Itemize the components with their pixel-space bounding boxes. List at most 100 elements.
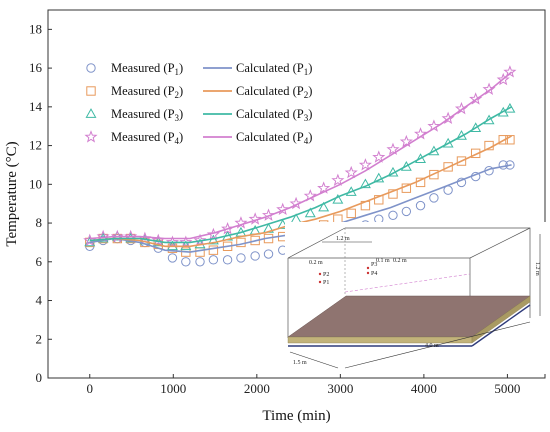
measured-point-p3 (504, 102, 516, 113)
legend-label-calculated-p1: Calculated (P1) (236, 61, 312, 77)
x-tick-label: 2000 (244, 381, 270, 396)
measured-point-p4 (344, 165, 358, 179)
inset-offset-mid-a-label: 0.1 m (376, 258, 390, 264)
measured-point-p3 (318, 201, 330, 212)
legend-marker-p1 (86, 63, 96, 73)
measured-point-p4 (179, 235, 193, 248)
measured-point-p2 (195, 247, 205, 257)
measured-point-p2 (443, 162, 453, 172)
inset-dim-left-label: 1.5 m (293, 360, 307, 366)
inset-slab-right (471, 295, 531, 344)
inset-dim-bottom-label: 4.0 m (425, 343, 439, 349)
calculated-line-p3 (89, 106, 512, 244)
legend-marker-p4 (84, 130, 98, 143)
measured-point-p1 (415, 200, 426, 211)
measured-point-p4 (261, 208, 276, 221)
inset-offset-mid-b-label: 0.2 m (393, 258, 407, 264)
inset-schematic: 1.2 m 1.2 m P1 P2 P3 P4 0.2 m 0.1 m 0.2 … (285, 222, 547, 374)
y-tick-label: 12 (29, 138, 42, 153)
inset-dim-top-label: 1.2 m (336, 236, 350, 242)
y-tick-label: 0 (36, 370, 43, 385)
legend-marker-p3 (85, 108, 97, 118)
inset-point-p3 (366, 266, 370, 270)
measured-point-p3 (304, 207, 316, 218)
inset-point-p4-label: P4 (371, 271, 377, 277)
series-measured-p3 (84, 102, 516, 251)
measured-point-p4 (399, 134, 413, 148)
inset-dim-bottom (344, 321, 531, 369)
inset-slab-base-line-right (471, 304, 531, 347)
measured-point-p4 (503, 65, 517, 78)
inset-box-top-edge (287, 227, 346, 259)
legend: Measured (P1) Measured (P2) Measured (P3) M… (84, 61, 312, 146)
measured-point-p2 (208, 245, 219, 255)
measured-point-p1 (505, 160, 515, 170)
inset-offset-left-label: 0.2 m (309, 260, 323, 266)
legend-label-measured-p4: Measured (P4) (111, 130, 183, 146)
measured-point-p1 (401, 206, 412, 217)
measured-point-p4 (165, 235, 179, 248)
measured-point-p4 (386, 142, 400, 156)
y-tick-label: 16 (29, 60, 43, 75)
x-tick-label: 1000 (160, 381, 186, 396)
measured-point-p3 (359, 178, 371, 189)
measured-point-p4 (372, 150, 386, 163)
measured-point-p1 (429, 193, 439, 203)
y-axis-title: Temperature (°C) (4, 141, 20, 246)
x-tick-label: 0 (87, 381, 94, 396)
measured-point-p3 (415, 153, 427, 163)
inset-point-p3-label: P3 (371, 262, 377, 268)
inset-point-p2-label: P2 (323, 272, 329, 278)
measured-point-p1 (222, 255, 233, 265)
measured-point-p2 (388, 189, 398, 199)
inset-point-p1-label: P1 (323, 280, 329, 286)
measured-point-p3 (400, 161, 412, 171)
series-calculated-p4 (89, 71, 513, 240)
x-tick-label: 5000 (494, 381, 520, 396)
x-axis-title: Time (min) (262, 408, 330, 424)
inset-slab-front (287, 336, 473, 344)
measured-point-p1 (250, 251, 260, 261)
measured-point-p3 (470, 122, 482, 133)
y-tick-label: 14 (29, 99, 43, 114)
measured-point-p2 (374, 195, 384, 205)
x-tick-label: 3000 (327, 381, 353, 396)
inset-dim-left (289, 351, 339, 369)
legend-label-calculated-p4: Calculated (P4) (236, 130, 312, 146)
measured-point-p4 (331, 173, 345, 187)
y-tick-label: 10 (29, 176, 42, 191)
inset-dim-right-label: 1.2 m (534, 262, 540, 276)
series-measured-p4 (83, 65, 517, 248)
inset-point-p1 (318, 280, 322, 284)
measured-point-p1 (388, 210, 398, 221)
inset-reference-line (344, 273, 471, 293)
plot-frame (47, 9, 546, 379)
measured-point-p1 (208, 255, 219, 265)
measured-point-p1 (167, 253, 178, 263)
measured-point-p4 (206, 227, 220, 241)
measured-point-p4 (248, 212, 262, 225)
inset-point-p4 (366, 271, 370, 275)
legend-label-measured-p1: Measured (P1) (111, 61, 183, 77)
measured-point-p4 (276, 202, 290, 216)
measured-point-p2 (456, 156, 467, 166)
legend-label-measured-p2: Measured (P2) (111, 84, 183, 100)
measured-point-p1 (195, 257, 205, 267)
legend-label-calculated-p2: Calculated (P2) (236, 84, 312, 100)
calculated-line-p4 (89, 71, 513, 240)
measured-point-p3 (483, 114, 495, 125)
y-tick-label: 4 (36, 293, 43, 308)
series-calculated-p3 (89, 106, 512, 244)
plot-area (47, 9, 546, 379)
y-axis: 0 2 4 6 8 10 12 14 16 18 (29, 21, 52, 385)
measured-point-p3 (332, 193, 344, 204)
measured-point-p2 (498, 135, 508, 145)
legend-marker-p2 (86, 86, 96, 96)
measured-point-p1 (181, 257, 191, 267)
legend-label-calculated-p3: Calculated (P3) (236, 107, 312, 123)
measured-point-p4 (289, 196, 303, 210)
x-tick-label: 4000 (411, 381, 437, 396)
measured-point-p4 (193, 233, 207, 247)
measured-point-p4 (358, 158, 372, 171)
